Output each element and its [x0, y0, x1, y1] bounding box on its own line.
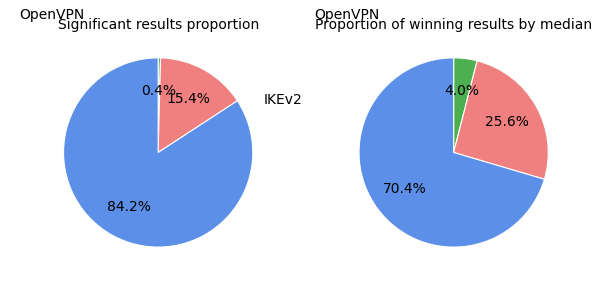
Text: IKEv2: IKEv2 — [264, 93, 303, 107]
Wedge shape — [64, 58, 253, 247]
Wedge shape — [359, 58, 544, 247]
Text: 15.4%: 15.4% — [166, 92, 210, 106]
Text: OpenVPN: OpenVPN — [315, 8, 380, 22]
Wedge shape — [454, 58, 477, 152]
Text: OpenVPN: OpenVPN — [19, 8, 84, 22]
Wedge shape — [454, 61, 548, 179]
Wedge shape — [158, 58, 238, 152]
Text: 4.0%: 4.0% — [444, 84, 479, 98]
Text: 84.2%: 84.2% — [107, 200, 151, 213]
Text: 25.6%: 25.6% — [485, 115, 529, 129]
Title: Proportion of winning results by median: Proportion of winning results by median — [315, 18, 592, 32]
Title: Significant results proportion: Significant results proportion — [58, 18, 259, 32]
Wedge shape — [158, 58, 160, 152]
Text: 0.4%: 0.4% — [141, 84, 176, 98]
Text: 70.4%: 70.4% — [383, 182, 426, 196]
